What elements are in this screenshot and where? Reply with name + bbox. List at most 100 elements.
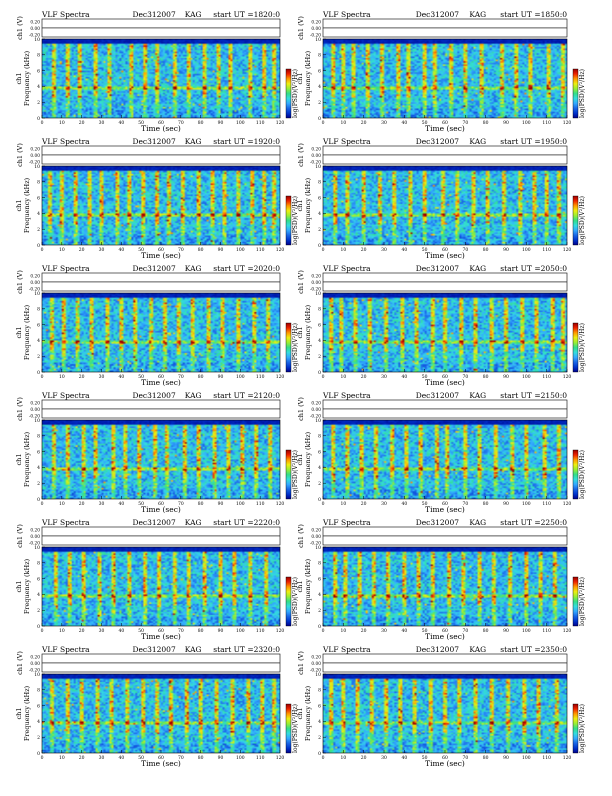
- panel-title: VLF Spectra: [41, 391, 90, 400]
- waveform-tick-label: -0.20: [29, 287, 40, 292]
- x-tick-label: 50: [422, 120, 428, 126]
- x-tick-label: 70: [178, 755, 184, 761]
- y-axis-row-tag: ch1: [296, 73, 304, 85]
- waveform-axis-label: ch1 (V): [16, 16, 24, 40]
- waveform-tick-label: 0.20: [311, 274, 321, 279]
- y-tick-label: 6: [37, 449, 40, 455]
- panel-title: VLF Spectra: [41, 518, 90, 527]
- y-tick-label: 10: [34, 672, 40, 678]
- waveform-tick-label: -0.20: [29, 414, 40, 419]
- x-tick-label: 100: [236, 628, 245, 634]
- y-tick-label: 10: [315, 291, 321, 297]
- spectra-panel-8: VLF Spectra Dec312007 KAG start UT =2150:0 0…: [296, 391, 586, 514]
- panel-station: KAG: [469, 518, 486, 527]
- y-tick-label: 0: [37, 624, 40, 630]
- x-tick-label: 40: [118, 120, 124, 126]
- x-tick-label: 90: [218, 501, 224, 507]
- x-tick-label: 30: [99, 120, 105, 126]
- panel-start-time: start UT =2150:0: [500, 391, 567, 400]
- y-tick-label: 2: [37, 227, 40, 233]
- x-tick-label: 70: [462, 628, 468, 634]
- colorbar: [285, 322, 292, 373]
- y-tick-label: 8: [318, 561, 321, 567]
- x-tick-label: 100: [236, 755, 245, 761]
- x-tick-label: 20: [361, 628, 367, 634]
- y-tick-label: 6: [318, 449, 321, 455]
- x-tick-label: 60: [158, 755, 164, 761]
- y-axis-label: Frequency (kHz): [23, 685, 31, 741]
- x-tick-label: 70: [178, 247, 184, 253]
- x-tick-label: 90: [218, 628, 224, 634]
- waveform-tick-label: 0.00: [30, 281, 40, 286]
- y-tick-label: 10: [315, 545, 321, 551]
- x-tick-label: 70: [462, 247, 468, 253]
- x-tick-label: 40: [118, 755, 124, 761]
- x-tick-label: 100: [522, 755, 531, 761]
- panel-start-time: start UT =1850:0: [500, 10, 567, 19]
- y-tick-label: 2: [37, 481, 40, 487]
- y-tick-label: 6: [37, 322, 40, 328]
- panel-start-time: start UT =2120:0: [213, 391, 280, 400]
- y-axis-row-tag: ch1: [296, 581, 304, 593]
- spectra-panel-6: VLF Spectra Dec312007 KAG start UT =2050:0 0…: [296, 264, 586, 387]
- waveform-tick-label: -0.20: [310, 541, 321, 546]
- y-tick-label: 0: [37, 370, 40, 376]
- panel-station: KAG: [469, 645, 486, 654]
- x-tick-label: 10: [340, 501, 346, 507]
- x-tick-label: 70: [178, 501, 184, 507]
- panel-title: VLF Spectra: [322, 10, 371, 19]
- spectra-panel-11: VLF Spectra Dec312007 KAG start UT =2320:0 0…: [15, 645, 299, 768]
- y-axis-row-tag: ch1: [296, 454, 304, 466]
- y-tick-label: 8: [37, 180, 40, 186]
- x-tick-label: 0: [41, 501, 44, 507]
- waveform-tick-label: -0.20: [310, 287, 321, 292]
- colorbar: [572, 576, 579, 627]
- waveform-axis-label: ch1 (V): [297, 651, 305, 675]
- x-tick-label: 20: [79, 755, 85, 761]
- panel-station: KAG: [469, 10, 486, 19]
- x-tick-label: 50: [422, 501, 428, 507]
- y-tick-label: 4: [37, 719, 40, 725]
- x-tick-label: 60: [442, 374, 448, 380]
- panel-start-time: start UT =1920:0: [213, 137, 280, 146]
- x-tick-label: 120: [276, 628, 285, 634]
- x-tick-label: 90: [503, 628, 509, 634]
- x-tick-label: 120: [563, 247, 572, 253]
- x-tick-label: 110: [256, 374, 265, 380]
- waveform-tick-label: 0.20: [311, 147, 321, 152]
- x-tick-label: 80: [483, 120, 489, 126]
- x-tick-label: 70: [178, 374, 184, 380]
- y-tick-label: 4: [37, 84, 40, 90]
- x-tick-label: 70: [462, 374, 468, 380]
- waveform-tick-label: 0.20: [30, 528, 40, 533]
- x-tick-label: 100: [522, 628, 531, 634]
- x-tick-label: 120: [563, 120, 572, 126]
- panel-start-time: start UT =2350:0: [500, 645, 567, 654]
- x-axis-label: Time (sec): [141, 505, 181, 514]
- y-tick-label: 0: [37, 243, 40, 249]
- waveform-tick-label: -0.20: [310, 160, 321, 165]
- panel-date: Dec312007: [416, 264, 460, 273]
- y-tick-label: 4: [318, 719, 321, 725]
- y-tick-label: 10: [34, 37, 40, 43]
- spectra-panel-3: VLF Spectra Dec312007 KAG start UT =1920:0 0…: [15, 137, 299, 260]
- x-tick-label: 40: [118, 501, 124, 507]
- x-tick-label: 20: [79, 247, 85, 253]
- x-tick-label: 80: [198, 374, 204, 380]
- x-tick-label: 0: [322, 628, 325, 634]
- panel-start-time: start UT =2220:0: [213, 518, 280, 527]
- x-tick-label: 30: [381, 755, 387, 761]
- x-tick-label: 90: [503, 501, 509, 507]
- y-tick-label: 8: [318, 307, 321, 313]
- x-tick-label: 100: [522, 501, 531, 507]
- spectrogram-image: [323, 39, 567, 118]
- y-tick-label: 2: [37, 735, 40, 741]
- x-tick-label: 70: [462, 501, 468, 507]
- y-tick-label: 10: [34, 545, 40, 551]
- x-tick-label: 0: [322, 120, 325, 126]
- x-tick-label: 40: [401, 755, 407, 761]
- x-tick-label: 80: [483, 374, 489, 380]
- x-tick-label: 10: [59, 755, 65, 761]
- y-axis-label: Frequency (kHz): [23, 558, 31, 614]
- x-tick-label: 40: [118, 628, 124, 634]
